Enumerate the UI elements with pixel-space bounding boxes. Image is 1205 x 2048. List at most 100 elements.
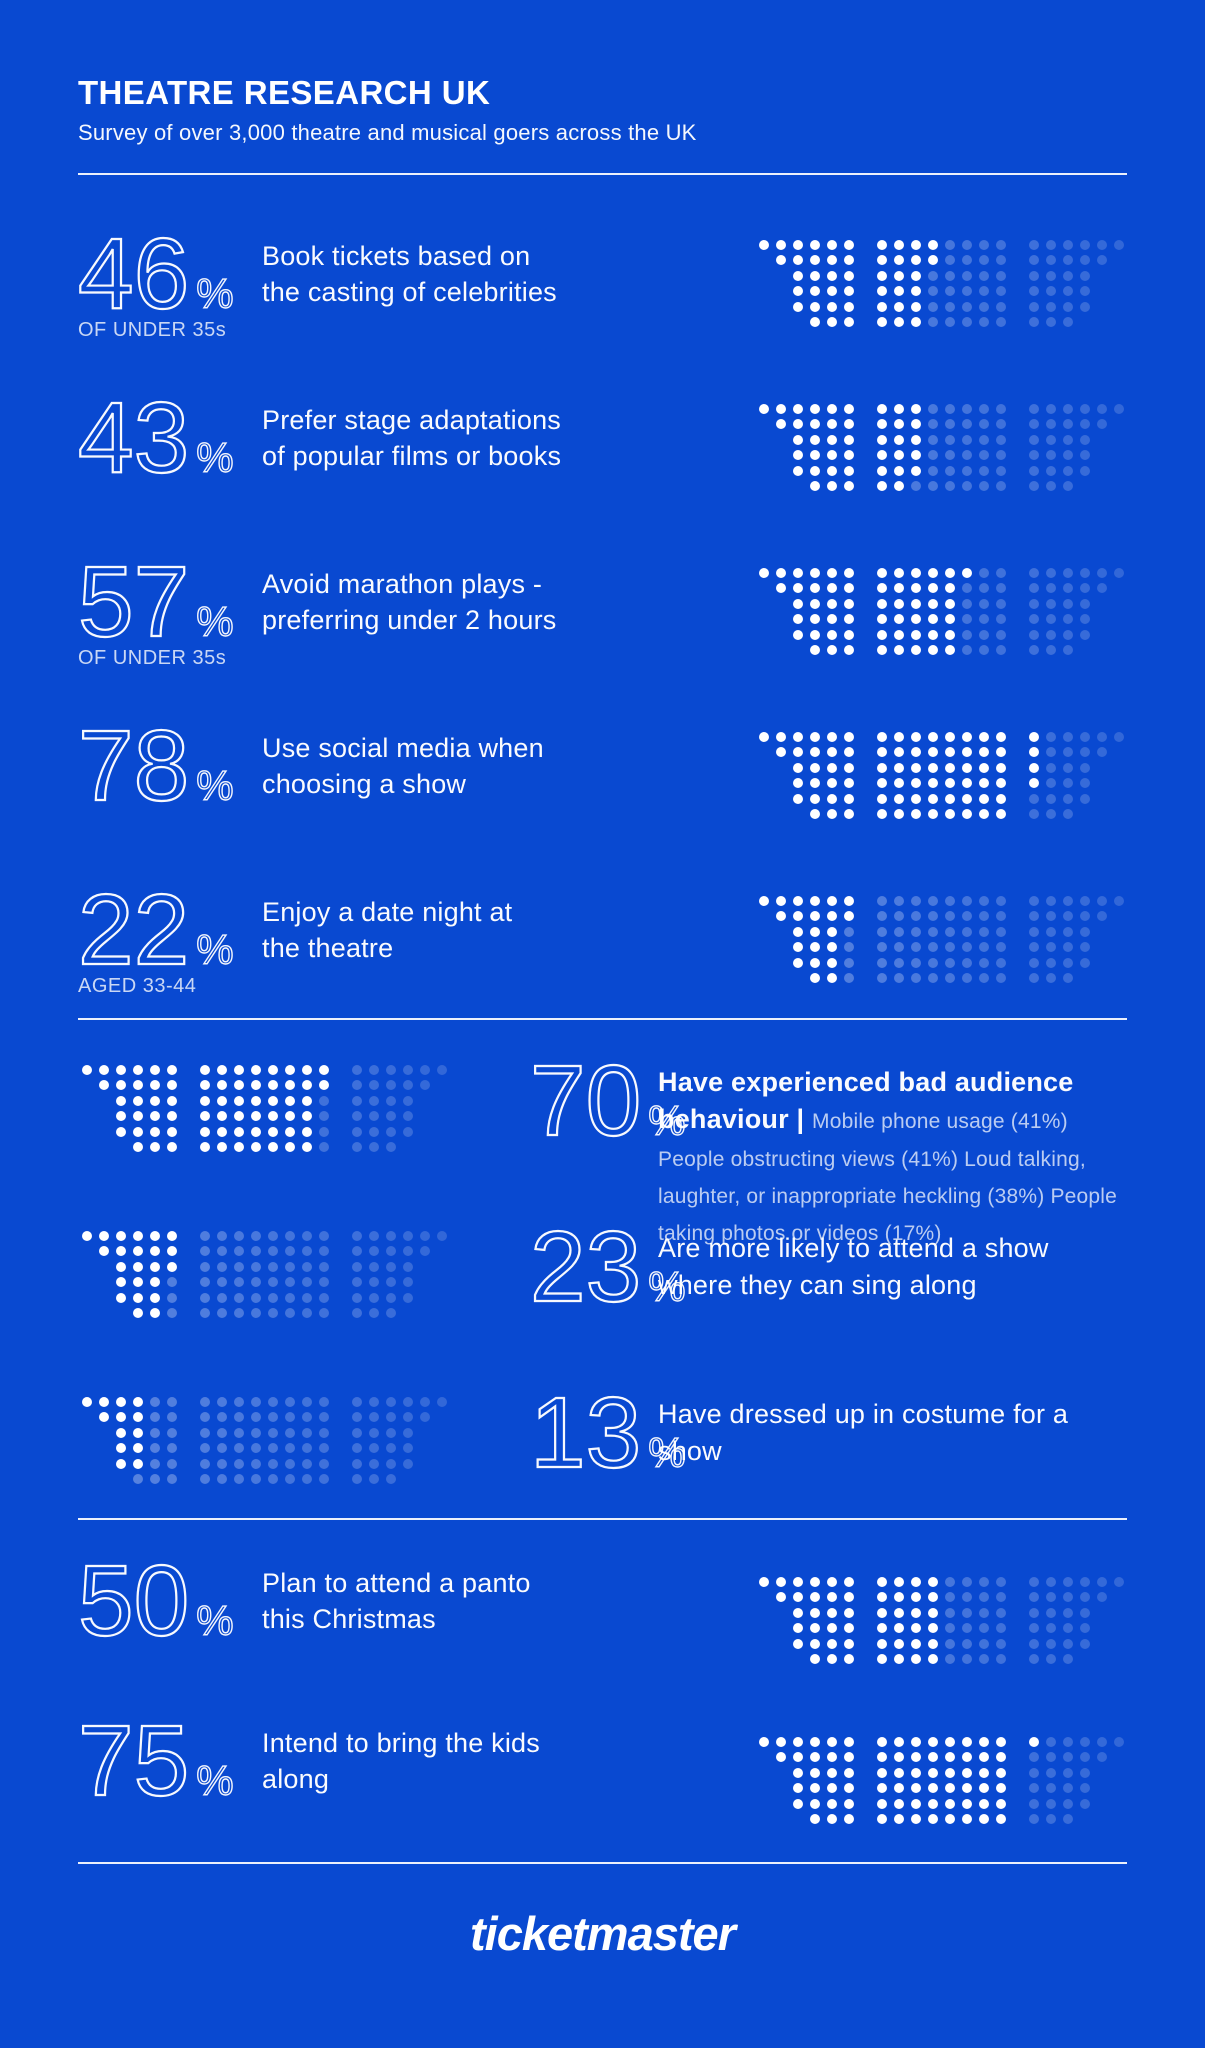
- percent-sign: %: [196, 1597, 235, 1645]
- dot: [250, 1443, 261, 1454]
- dot: [927, 957, 938, 968]
- dot: [944, 270, 955, 281]
- dot: [809, 450, 820, 461]
- dot: [1045, 583, 1056, 594]
- divider: [78, 173, 1127, 175]
- dot: [402, 1246, 413, 1257]
- dot: [927, 450, 938, 461]
- dot: [1096, 911, 1107, 922]
- dot: [216, 1080, 227, 1091]
- dot: [267, 1458, 278, 1469]
- dot: [809, 1752, 820, 1763]
- dot: [809, 598, 820, 609]
- dot: [910, 747, 921, 758]
- dot: [961, 481, 972, 492]
- dot: [233, 1080, 244, 1091]
- dot: [927, 1752, 938, 1763]
- dot: [385, 1443, 396, 1454]
- dot-group: [196, 1394, 332, 1487]
- dot: [809, 481, 820, 492]
- dot: [1062, 942, 1073, 953]
- dot: [961, 255, 972, 266]
- dot-group: [348, 1062, 450, 1155]
- stat-value-block: 23%: [529, 1216, 686, 1335]
- dot: [826, 957, 837, 968]
- dot: [876, 255, 887, 266]
- dot: [910, 778, 921, 789]
- dot: [775, 1752, 786, 1763]
- dot: [843, 973, 854, 984]
- dot: [809, 434, 820, 445]
- dot: [1079, 942, 1090, 953]
- dot: [893, 1654, 904, 1665]
- dot: [893, 614, 904, 625]
- dot: [368, 1111, 379, 1122]
- dot: [1096, 895, 1107, 906]
- dot: [910, 270, 921, 281]
- dot: [1079, 465, 1090, 476]
- dot: [1113, 1736, 1124, 1747]
- dot: [876, 809, 887, 820]
- dot: [843, 403, 854, 414]
- dot: [1045, 731, 1056, 742]
- dot: [149, 1412, 160, 1423]
- dot: [927, 270, 938, 281]
- dot: [876, 1752, 887, 1763]
- dot-group: [78, 1228, 180, 1321]
- dot: [351, 1111, 362, 1122]
- dot: [199, 1064, 210, 1075]
- dot: [216, 1064, 227, 1075]
- dot: [216, 1111, 227, 1122]
- dot: [944, 481, 955, 492]
- dot: [1062, 1767, 1073, 1778]
- dot: [843, 583, 854, 594]
- dot: [961, 1814, 972, 1825]
- dot: [961, 1576, 972, 1587]
- dot: [775, 419, 786, 430]
- dot: [216, 1443, 227, 1454]
- dot: [301, 1111, 312, 1122]
- dot: [978, 270, 989, 281]
- dot: [351, 1458, 362, 1469]
- dot: [876, 778, 887, 789]
- dot: [1045, 614, 1056, 625]
- dot: [81, 1064, 92, 1075]
- dot: [893, 1767, 904, 1778]
- dot: [927, 465, 938, 476]
- dot: [876, 419, 887, 430]
- stat-number-line: 78%: [77, 715, 262, 817]
- stat-label: Are more likely to attend a show where t…: [658, 1233, 1049, 1301]
- dot: [978, 1814, 989, 1825]
- dot: [809, 762, 820, 773]
- dot: [876, 434, 887, 445]
- dot: [910, 1607, 921, 1618]
- divider: [78, 1518, 1127, 1520]
- dot: [1028, 317, 1039, 328]
- dot: [1028, 1607, 1039, 1618]
- dot: [893, 598, 904, 609]
- dot: [1113, 567, 1124, 578]
- stat-row: 70% Have experienced bad audience behavio…: [78, 1020, 1127, 1245]
- dot-matrix: [755, 1574, 1127, 1667]
- dot: [351, 1261, 362, 1272]
- dot: [910, 793, 921, 804]
- dot: [1028, 747, 1039, 758]
- dot: [961, 567, 972, 578]
- dot: [961, 973, 972, 984]
- dot: [826, 598, 837, 609]
- dot: [301, 1474, 312, 1485]
- dot: [149, 1064, 160, 1075]
- dot: [250, 1308, 261, 1319]
- dot: [318, 1080, 329, 1091]
- dot: [893, 239, 904, 250]
- dot: [199, 1142, 210, 1153]
- dot: [978, 239, 989, 250]
- dot: [216, 1396, 227, 1407]
- dot: [233, 1277, 244, 1288]
- dot: [1028, 614, 1039, 625]
- dot: [1062, 747, 1073, 758]
- dot: [843, 598, 854, 609]
- dot: [351, 1126, 362, 1137]
- dot: [1045, 1814, 1056, 1825]
- dot: [351, 1292, 362, 1303]
